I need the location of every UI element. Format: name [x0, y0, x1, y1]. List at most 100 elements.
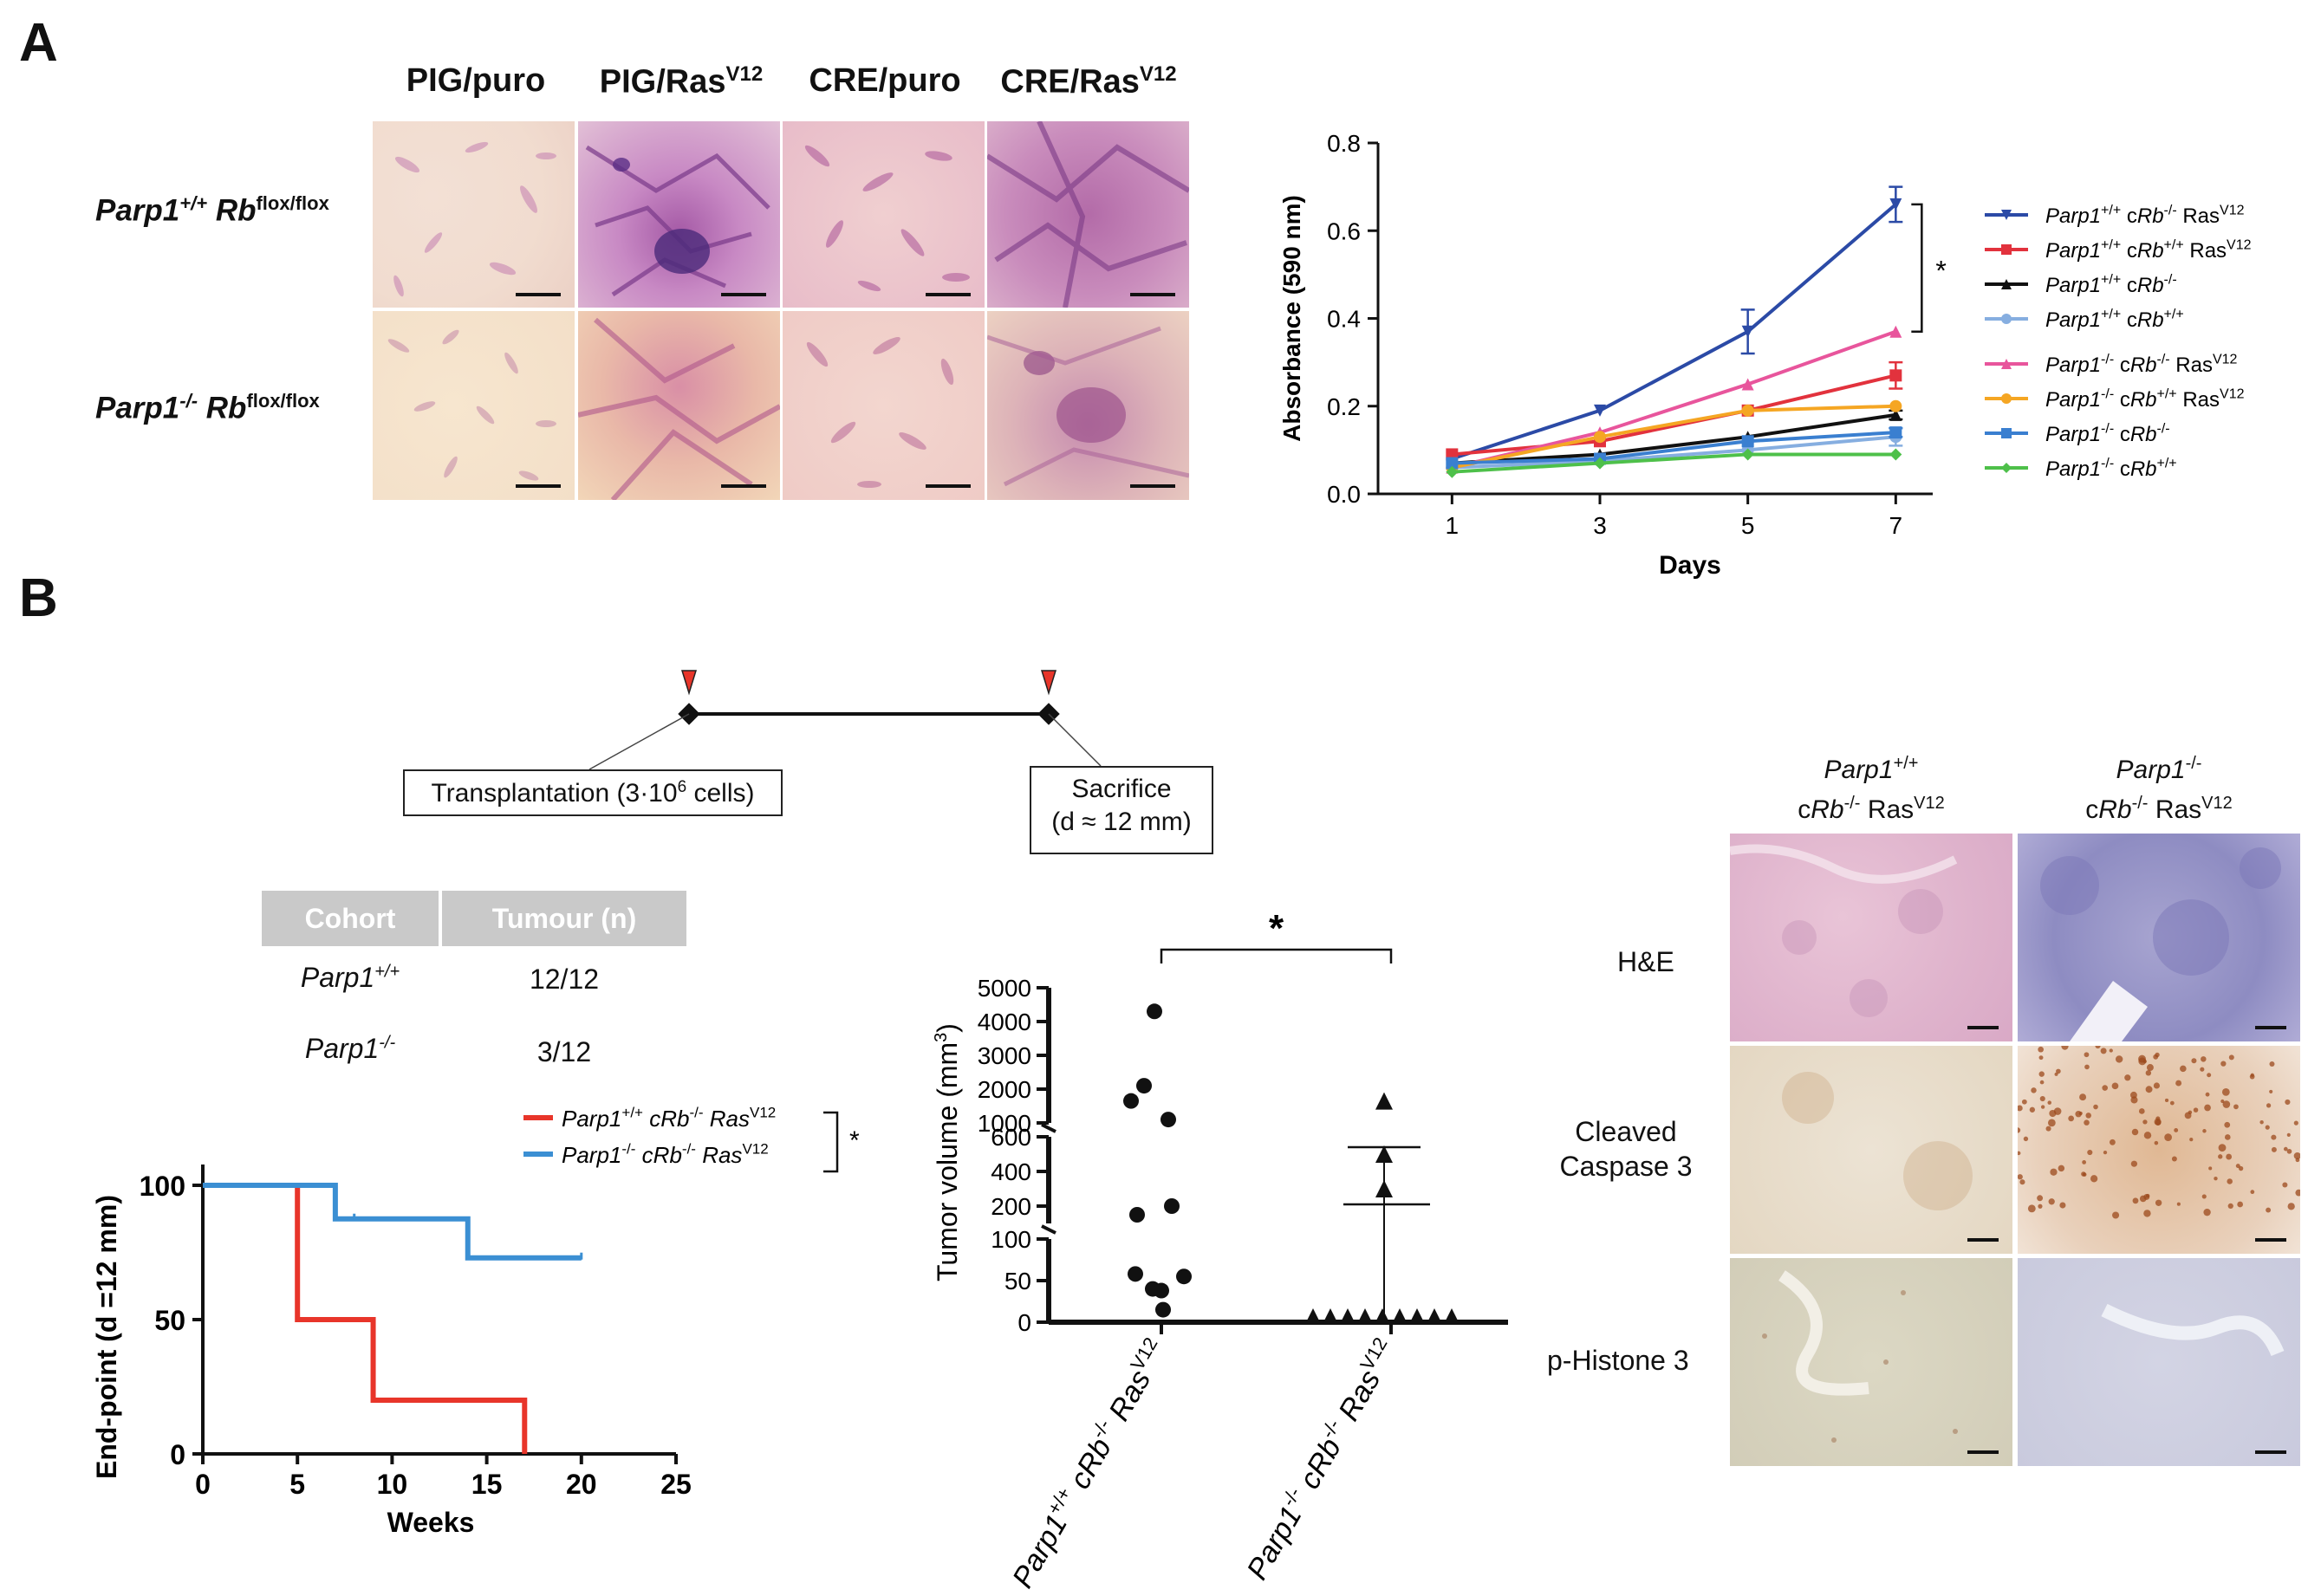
x-tick-label: 5 — [1741, 512, 1755, 539]
ras-name: Ras — [1860, 795, 1915, 824]
rb-sup: +/+ — [2157, 456, 2177, 470]
stained-nucleus — [2038, 1203, 2043, 1209]
y-title-tail: ) — [932, 1023, 963, 1033]
micrograph-cre-puro-wt — [783, 121, 985, 308]
exponent: 6 — [677, 778, 687, 796]
scale-bar — [2255, 1238, 2286, 1242]
stained-nucleus — [2018, 1174, 2023, 1180]
gene-name: Parp1 — [562, 1106, 621, 1132]
data-point — [1410, 1308, 1424, 1322]
rb-sup: +/+ — [2164, 307, 2184, 321]
stained-nucleus — [2269, 1061, 2275, 1067]
data-point — [1375, 1092, 1393, 1110]
ras-sup: V12 — [1914, 794, 1945, 813]
c-prefix: c — [635, 1142, 653, 1168]
transplantation-label: Transplantation (3·10 — [431, 779, 678, 808]
column-label: CRE/puro — [809, 62, 961, 99]
c-prefix: c — [2114, 457, 2130, 481]
stained-nucleus — [2285, 1099, 2291, 1106]
data-point — [1594, 457, 1606, 470]
micrograph-pig-ras-wt — [578, 121, 780, 308]
ras-name: Ras — [2148, 795, 2202, 824]
rb-sup: -/- — [682, 1141, 696, 1158]
cell-texture — [393, 141, 556, 297]
stained-nucleus — [2201, 1194, 2207, 1199]
rb-name: Rb — [2098, 795, 2132, 824]
cohort-name: Parp1 — [304, 1033, 380, 1064]
gene-name-rb: Rb — [207, 193, 257, 228]
data-point — [1375, 1308, 1389, 1322]
rb-sup: -/- — [2157, 352, 2170, 367]
stained-nucleus — [2084, 1064, 2090, 1070]
y-axis-title: Tumor volume (mm3) — [932, 1023, 963, 1281]
stained-nucleus — [2154, 1140, 2159, 1145]
sacrifice-criterion: (d ≈ 12 mm) — [1051, 808, 1192, 836]
data-point — [1889, 198, 1902, 211]
y-tick-label: 0.0 — [1327, 481, 1361, 508]
stained-nucleus — [2142, 1119, 2148, 1125]
stained-nucleus — [2061, 1046, 2069, 1050]
series-line — [1451, 203, 1897, 461]
ras-sup: V12 — [2220, 203, 2245, 217]
stained-nucleus — [2155, 1199, 2162, 1206]
stained-nucleus — [2059, 1202, 2066, 1209]
gene-name: Parp1 — [2045, 274, 2101, 297]
gene-name: Parp1 — [2045, 239, 2101, 263]
y-tick-label: 5000 — [978, 975, 1031, 1002]
c-prefix: c — [2121, 239, 2137, 263]
table-header-tumour: Tumour (n) — [442, 891, 686, 946]
ras-sup: V12 — [2201, 794, 2233, 813]
legend-label: Parp1+/+ cRb-/- RasV12 — [2045, 203, 2245, 228]
rb-name: Rb — [2137, 239, 2164, 263]
y-tick-label: 50 — [1004, 1268, 1031, 1294]
significance-star: * — [1935, 255, 1946, 286]
stained-nucleus — [2124, 1074, 2131, 1081]
micrograph-pig-puro-ko — [373, 311, 575, 500]
timeline-diagram — [588, 670, 1102, 770]
y-tick-label: 50 — [154, 1305, 185, 1336]
stained-nucleus — [2226, 1153, 2233, 1160]
stained-nucleus — [2145, 1086, 2153, 1093]
stained-nucleus — [2269, 1089, 2273, 1093]
rb-name: Rb — [2130, 423, 2157, 446]
ras-name: Ras — [696, 1142, 742, 1168]
stained-nucleus — [2202, 1129, 2207, 1133]
gene-name: Parp1 — [2045, 388, 2101, 412]
stained-nucleus — [2259, 1120, 2264, 1125]
stained-nucleus — [2227, 1178, 2233, 1184]
legend-marker — [2001, 359, 2012, 369]
ihc-phistone-ko — [2018, 1258, 2300, 1466]
ihc-row-caspase: Cleaved Caspase 3 — [1557, 1114, 1695, 1184]
c-prefix: c — [643, 1106, 660, 1132]
stained-nucleus — [2271, 1146, 2277, 1152]
stained-nucleus — [2100, 1048, 2107, 1054]
rb-name: Rb — [1811, 795, 1844, 824]
stained-nucleus — [2018, 1151, 2021, 1156]
rb-sup: -/- — [2164, 203, 2177, 217]
rb-name: Rb — [653, 1142, 682, 1168]
data-point — [1446, 457, 1459, 470]
cohort-name: Parp1 — [300, 962, 375, 993]
stained-nucleus — [2174, 1128, 2179, 1132]
table-cell-tumour: 12/12 — [529, 963, 600, 995]
stained-nucleus — [2295, 1158, 2300, 1163]
column-label: PIG/Ras — [599, 63, 726, 101]
stained-nucleus — [2175, 1080, 2182, 1087]
stained-nucleus — [2047, 1119, 2056, 1127]
y-axis-title: End-point (d =12 mm) — [91, 1195, 122, 1479]
ihc-caspase-ko — [2018, 1046, 2300, 1254]
significance-star: * — [1269, 907, 1284, 950]
chart-series — [1446, 185, 1903, 478]
cell-texture — [987, 326, 1189, 487]
legend-label: Parp1-/- cRb+/+ — [2045, 456, 2177, 481]
stained-nucleus — [2031, 1087, 2037, 1093]
y-tick-label: 0.6 — [1327, 217, 1361, 244]
stained-nucleus — [2037, 1195, 2044, 1202]
scale-bar — [516, 293, 561, 296]
genotype-sup: +/+ — [621, 1105, 643, 1121]
legend-marker — [2001, 244, 2012, 255]
chart-axes: 0 50 100 0 5 10 15 20 25 Weeks End-point (d =12 mm… — [91, 1165, 692, 1538]
gene-name: Parp1 — [2045, 204, 2101, 228]
series-line — [1452, 412, 1896, 465]
